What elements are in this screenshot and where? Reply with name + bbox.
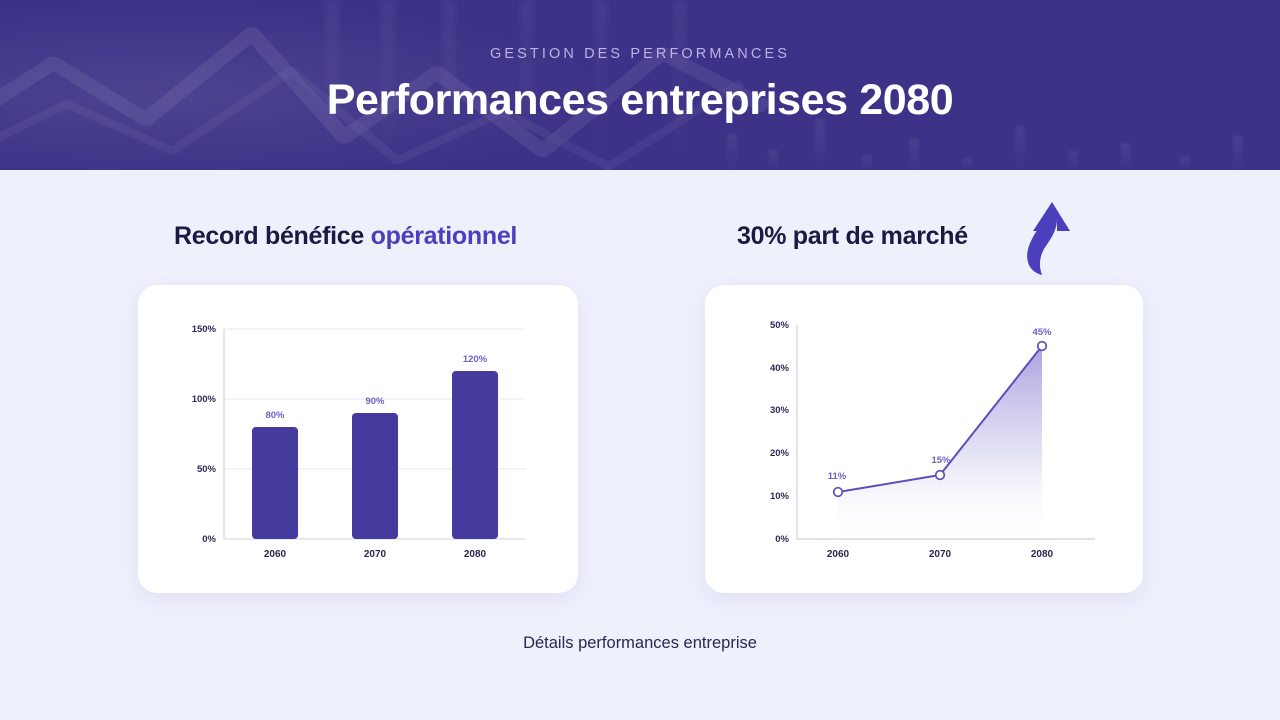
- area-ytick-3: 30%: [770, 405, 790, 416]
- bar-xtick-1: 2070: [364, 549, 387, 560]
- bar-ytick-3: 150%: [192, 324, 217, 335]
- area-xtick-2: 2080: [1031, 549, 1054, 560]
- header-column-texture: [307, 0, 742, 170]
- bar-0: [252, 427, 298, 539]
- header-glow: [0, 0, 704, 170]
- section-title-right: 30% part de marché: [737, 222, 968, 250]
- area-ytick-1: 10%: [770, 491, 790, 502]
- area-chart: 50% 40% 30% 20% 10% 0% 11% 15% 45% 2060: [705, 285, 1143, 593]
- data-point-0: [832, 486, 844, 498]
- bar-value-1: 90%: [365, 396, 385, 407]
- bar-value-2: 120%: [463, 354, 488, 365]
- page-title: Performances entreprises 2080: [326, 75, 954, 124]
- section-titles: Record bénéfice opérationnel 30% part de…: [0, 222, 1280, 274]
- header-eyebrow: GESTION DES PERFORMANCES: [490, 45, 790, 62]
- chart-card-part-de-marche: 50% 40% 30% 20% 10% 0% 11% 15% 45% 2060: [705, 285, 1143, 593]
- area-ytick-4: 40%: [770, 363, 790, 374]
- bar-xtick-2: 2080: [464, 549, 487, 560]
- header-zigzag-chart: [0, 14, 768, 170]
- bar-ytick-2: 100%: [192, 394, 217, 405]
- slide-header: GESTION DES PERFORMANCES Performances en…: [0, 0, 1280, 170]
- bar-ytick-1: 50%: [197, 464, 217, 475]
- area-value-1: 15%: [931, 455, 951, 466]
- chart-card-benefice: 150% 100% 50% 0% 80% 90% 120% 2060 2070 …: [138, 285, 578, 593]
- section-title-left: Record bénéfice opérationnel: [174, 222, 517, 251]
- bar-ytick-0: 0%: [202, 534, 216, 545]
- area-ytick-2: 20%: [770, 448, 790, 459]
- bar-value-0: 80%: [265, 410, 285, 421]
- area-fill: [838, 346, 1042, 539]
- area-xtick-1: 2070: [929, 549, 952, 560]
- data-point-1: [934, 469, 946, 481]
- curved-up-arrow-icon: [1012, 197, 1074, 275]
- header-bar-texture: [691, 0, 1280, 170]
- bar-2: [452, 371, 498, 539]
- area-ytick-5: 50%: [770, 320, 790, 331]
- area-xtick-0: 2060: [827, 549, 850, 560]
- section-title-left-accent: opérationnel: [370, 222, 518, 250]
- data-point-2: [1036, 340, 1048, 352]
- area-value-0: 11%: [828, 471, 847, 482]
- header-background-texture: [0, 0, 1280, 170]
- footer-caption: Détails performances entreprise: [523, 634, 757, 652]
- area-value-2: 45%: [1032, 327, 1052, 338]
- area-ytick-0: 0%: [775, 534, 789, 545]
- section-title-left-main: Record bénéfice: [174, 222, 371, 250]
- bar-xtick-0: 2060: [264, 549, 287, 560]
- bar-chart: 150% 100% 50% 0% 80% 90% 120% 2060 2070 …: [138, 285, 578, 593]
- bar-1: [352, 413, 398, 539]
